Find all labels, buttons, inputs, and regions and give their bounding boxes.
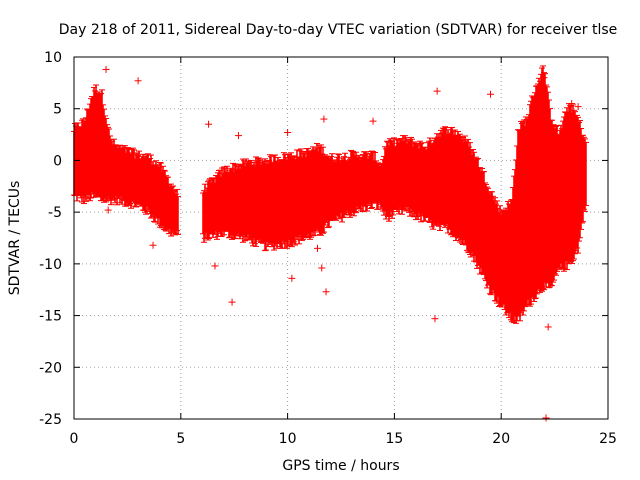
data-point [314, 244, 322, 252]
y-tick-label: 10 [44, 50, 62, 66]
x-tick-label: 5 [176, 431, 185, 447]
data-point [134, 77, 142, 85]
y-tick-label: -5 [48, 205, 62, 221]
data-point [544, 323, 552, 331]
ticks: 0 5 10 15 20 25 -25 -20 -15 -10 -5 0 5 10 [39, 50, 617, 447]
x-tick-label: 20 [492, 431, 510, 447]
data-point [288, 274, 296, 282]
data-point [369, 117, 377, 125]
data-point [433, 87, 441, 95]
y-tick-label: -20 [39, 360, 62, 376]
y-tick-label: 5 [53, 102, 62, 118]
data-point [487, 90, 495, 98]
y-tick-label: -25 [39, 412, 62, 428]
data-point [574, 103, 582, 111]
y-tick-label: -10 [39, 257, 62, 273]
data-point [149, 241, 157, 249]
data-point [542, 414, 550, 422]
x-axis-label: GPS time / hours [282, 458, 399, 474]
data-point [205, 120, 213, 128]
chart-title: Day 218 of 2011, Sidereal Day-to-day VTE… [59, 22, 618, 38]
x-tick-label: 10 [279, 431, 297, 447]
data-point [568, 100, 576, 108]
data-point [322, 288, 330, 296]
x-tick-label: 15 [385, 431, 403, 447]
data-point [540, 74, 548, 82]
data-point [318, 264, 326, 272]
data-point [234, 132, 242, 140]
x-tick-label: 0 [70, 431, 79, 447]
x-tick-label: 25 [599, 431, 617, 447]
data-point [104, 206, 112, 214]
y-tick-label: 0 [53, 153, 62, 169]
data-point [431, 315, 439, 323]
data-point [211, 262, 219, 270]
y-axis-label: SDTVAR / TECUs [7, 181, 23, 296]
y-tick-label: -15 [39, 309, 62, 325]
series-layer [71, 65, 589, 422]
data-point [284, 129, 292, 137]
data-point [102, 65, 110, 73]
data-point [228, 298, 236, 306]
data-point [320, 115, 328, 123]
plot-frame [73, 56, 609, 420]
